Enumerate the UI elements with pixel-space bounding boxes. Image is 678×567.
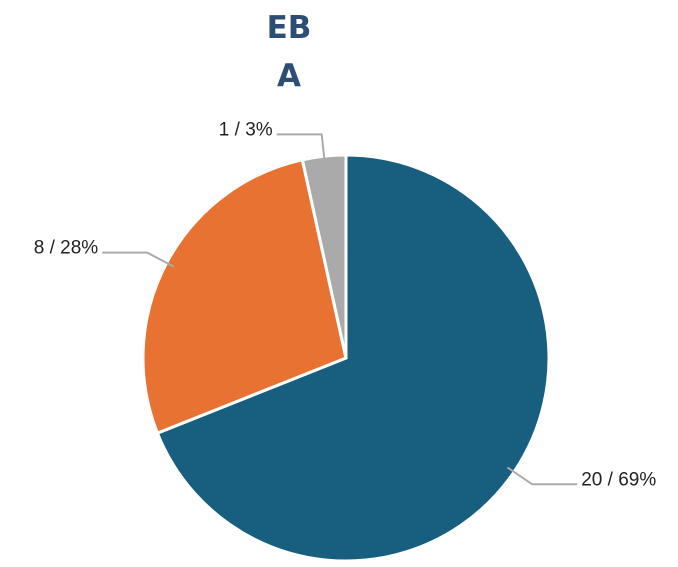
data-label: 1 / 3% (219, 119, 273, 140)
chart-title: EB A (266, 10, 312, 94)
data-label: 8 / 28% (34, 238, 99, 259)
data-label: 20 / 69% (581, 469, 656, 490)
leader-line (102, 251, 175, 268)
leader-line (276, 133, 326, 165)
leader-line (506, 466, 578, 486)
